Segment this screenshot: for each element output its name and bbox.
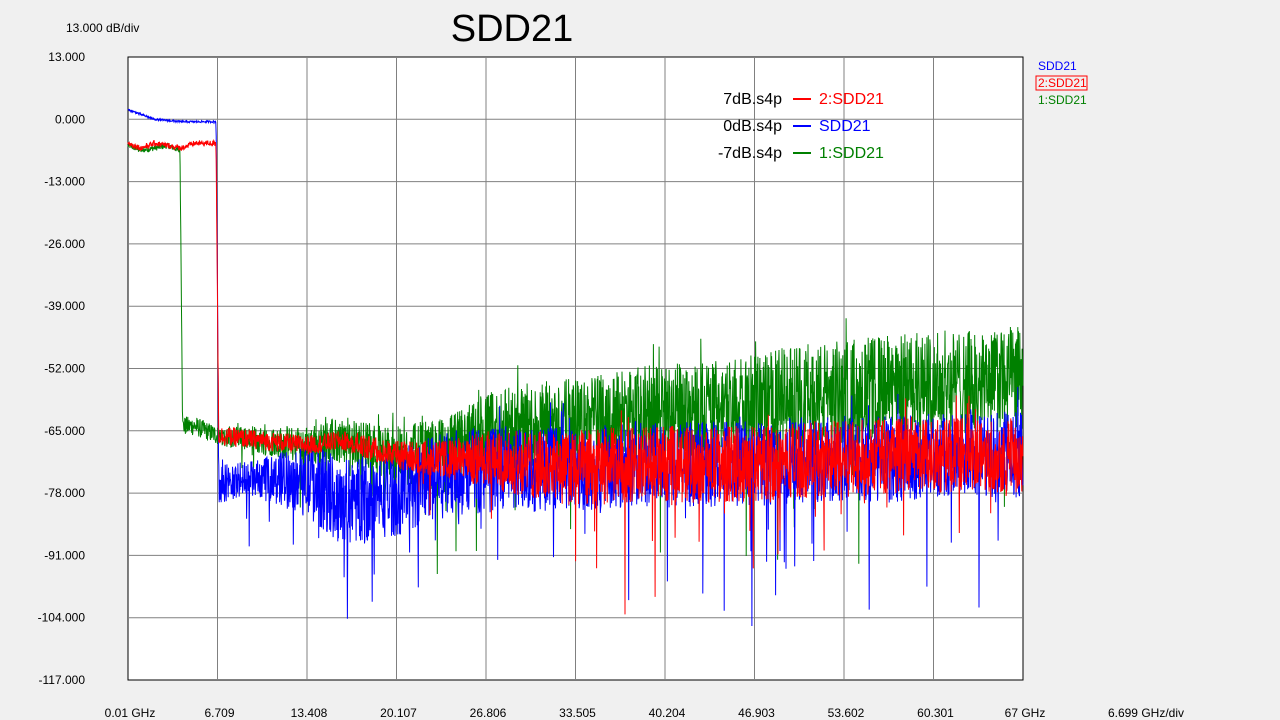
legend: 7dB.s4p 2:SDD21 0dB.s4p SDD21 -7dB.s4p 1:SDD2… [718, 91, 884, 162]
legend-series-label: 1:SDD21 [819, 145, 884, 162]
legend-series-label: 2:SDD21 [819, 91, 884, 108]
y-tick-label: -26.000 [44, 237, 85, 251]
x-tick-label: 0.01 GHz [105, 706, 156, 720]
x-tick-label: 46.903 [738, 706, 775, 720]
y-tick-label: -52.000 [44, 362, 85, 376]
x-tick-label: 20.107 [380, 706, 417, 720]
trace-list[interactable]: SDD21 2:SDD21 1:SDD21 [1035, 59, 1088, 107]
series-layer [127, 108, 1024, 627]
y-tick-label: -65.000 [44, 424, 85, 438]
x-axis-tick-labels: 0.01 GHz 6.709 13.408 20.107 26.806 33.505 40.… [105, 706, 1046, 720]
y-tick-label: 13.000 [48, 50, 85, 64]
y-tick-label: -39.000 [44, 299, 85, 313]
trace-selected-box [1035, 75, 1088, 91]
x-tick-label: 33.505 [559, 706, 596, 720]
y-tick-label: -117.000 [39, 673, 86, 687]
x-tick-label: 53.602 [828, 706, 865, 720]
x-tick-label: 26.806 [470, 706, 507, 720]
x-tick-label: 40.204 [649, 706, 686, 720]
x-scale-label: 6.699 GHz/div [1108, 706, 1184, 720]
legend-file-label: 0dB.s4p [723, 118, 782, 135]
legend-series-label: SDD21 [819, 118, 871, 135]
chart-title: SDD21 [451, 8, 574, 50]
y-scale-label: 13.000 dB/div [66, 21, 139, 35]
y-tick-label: -13.000 [44, 175, 85, 189]
trace-list-item[interactable]: SDD21 [1038, 59, 1077, 73]
trace-list-item[interactable]: 2:SDD21 [1038, 76, 1087, 90]
legend-file-label: 7dB.s4p [723, 91, 782, 108]
x-tick-label: 6.709 [204, 706, 234, 720]
legend-file-label: -7dB.s4p [718, 145, 782, 162]
y-tick-label: -91.000 [44, 548, 85, 562]
x-tick-label: 67 GHz [1005, 706, 1046, 720]
x-tick-label: 13.408 [291, 706, 328, 720]
x-tick-label: 60.301 [917, 706, 954, 720]
series-line-1sdd21 [127, 142, 1024, 575]
y-tick-label: 0.000 [55, 112, 85, 126]
series-line-2sdd21 [127, 138, 1024, 615]
y-tick-label: -104.000 [38, 611, 86, 625]
y-tick-label: -78.000 [44, 486, 85, 500]
trace-list-item[interactable]: 1:SDD21 [1038, 93, 1087, 107]
y-axis-tick-labels: 13.000 0.000 -13.000 -26.000 -39.000 -52.000 -… [38, 50, 86, 687]
